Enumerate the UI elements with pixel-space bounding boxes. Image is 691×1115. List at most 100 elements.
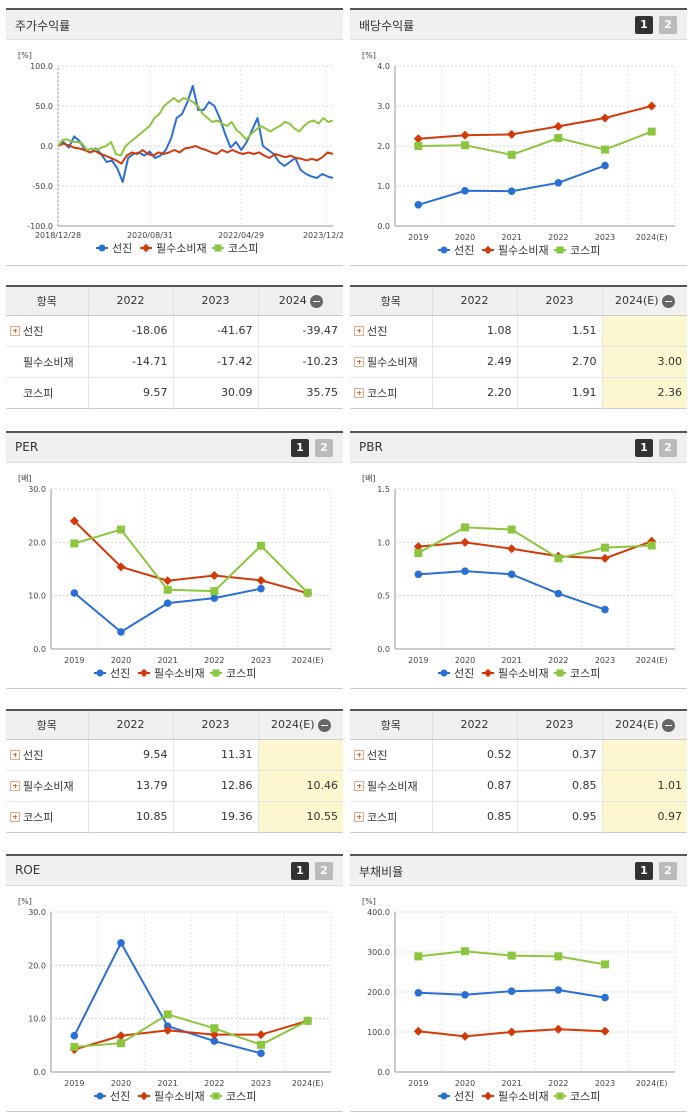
legend-label: 코스피 bbox=[226, 667, 256, 680]
collapse-icon[interactable] bbox=[661, 718, 675, 732]
column-header-label: 2023 bbox=[545, 294, 574, 308]
data-point-pilsu bbox=[460, 537, 470, 547]
y-tick-label: 300.0 bbox=[367, 948, 390, 957]
table-row: 필수소비재 0.87 0.85 1.01 bbox=[350, 770, 687, 802]
row-label: 선진 bbox=[23, 324, 44, 338]
data-point-seonjin bbox=[554, 179, 563, 187]
collapse-icon[interactable] bbox=[661, 294, 675, 308]
value-cell: -14.71 bbox=[87, 346, 173, 378]
x-tick-label: 2021 bbox=[501, 233, 521, 242]
page-1-button[interactable]: 1 bbox=[291, 439, 309, 457]
value-cell: 1.51 bbox=[516, 315, 602, 347]
data-point-pilsu bbox=[553, 121, 563, 131]
pagination: 1 2 bbox=[635, 16, 677, 34]
legend-item-seonjin: 선진 bbox=[438, 244, 474, 257]
column-header: 2024(E) bbox=[257, 710, 343, 740]
expand-icon[interactable] bbox=[10, 749, 20, 760]
row-label: 필수소비재 bbox=[23, 779, 74, 793]
value-cell bbox=[257, 739, 343, 771]
value-cell bbox=[601, 315, 687, 347]
value-cell: 0.52 bbox=[431, 739, 517, 771]
legend-label: 코스피 bbox=[226, 1090, 256, 1103]
value-cell: 35.75 bbox=[257, 377, 343, 408]
x-tick-label: 2021 bbox=[501, 1079, 521, 1088]
legend-item-seonjin: 선진 bbox=[438, 1090, 474, 1103]
per-chart: [배] 30.0 20.0 10.0 0.0 2019 2020 2021 2022 2023 20… bbox=[18, 474, 332, 680]
value-cell: -41.67 bbox=[172, 315, 258, 347]
data-point-seonjin bbox=[163, 599, 172, 607]
dividend-yield-table: 항목 2022 2023 2024(E) 선진 1.08 1.51 필수소비재 2.49 2.70… bbox=[350, 285, 687, 409]
row-label-cell: 코스피 bbox=[350, 377, 432, 408]
data-point-seonjin bbox=[461, 567, 469, 575]
column-header: 2022 bbox=[431, 710, 517, 740]
table-row: 선진 9.54 11.31 bbox=[6, 739, 343, 771]
panel-header: ROE 1 2 bbox=[6, 856, 343, 886]
expand-icon[interactable] bbox=[354, 811, 364, 822]
collapse-icon[interactable] bbox=[317, 718, 331, 732]
roe-panel: ROE 1 2 [%] 30.0 20.0 10.0 0.0 2019 2020 2021 20… bbox=[6, 854, 343, 1112]
value-cell: 0.97 bbox=[601, 801, 687, 832]
legend-marker bbox=[139, 1091, 149, 1101]
data-point-kospi bbox=[303, 1016, 312, 1025]
value-cell: 30.09 bbox=[172, 377, 258, 408]
data-point-kospi bbox=[414, 549, 423, 557]
y-tick-label: 30.0 bbox=[28, 485, 46, 494]
column-header: 항목 bbox=[350, 286, 432, 316]
row-label-cell: 선진 bbox=[350, 739, 432, 771]
column-header-label: 2024 bbox=[278, 294, 307, 307]
data-point-pilsu bbox=[256, 1030, 266, 1040]
data-point-kospi bbox=[647, 541, 656, 550]
data-point-kospi bbox=[554, 952, 563, 961]
expand-icon[interactable] bbox=[354, 780, 364, 791]
row-label: 필수소비재 bbox=[367, 355, 418, 369]
column-header-label: 2022 bbox=[116, 718, 145, 732]
x-tick-label: 2020 bbox=[455, 233, 475, 242]
column-header-label: 항목 bbox=[36, 718, 57, 732]
data-point-kospi bbox=[163, 1010, 172, 1019]
x-tick-label: 2023/12/28 bbox=[303, 231, 343, 240]
pagination: 1 2 bbox=[291, 862, 333, 880]
expand-icon[interactable] bbox=[10, 325, 20, 336]
x-tick-label: 2024(E) bbox=[636, 1079, 668, 1088]
page-1-button[interactable]: 1 bbox=[291, 862, 309, 880]
page-2-button[interactable]: 2 bbox=[315, 862, 333, 880]
stock-return-panel: 주가수익률 [%] 100.0 50.0 0.0 -50.0 -100.0 2018/12/… bbox=[6, 8, 343, 266]
debt-ratio-chart: [%] 400.0 300.0 200.0 100.0 0.0 2019 2020 2021 20… bbox=[362, 897, 676, 1103]
page-2-button[interactable]: 2 bbox=[315, 439, 333, 457]
page-2-button[interactable]: 2 bbox=[659, 16, 677, 34]
row-label-cell: 필수소비재 bbox=[6, 770, 88, 802]
series-line-pilsu bbox=[74, 1019, 308, 1051]
dividend-yield-panel: 배당수익률 1 2 [%] 4.0 3.0 2.0 1.0 0.0 2019 2020 2021… bbox=[350, 8, 687, 266]
table-row: 선진 1.08 1.51 bbox=[350, 315, 687, 347]
data-point-kospi bbox=[257, 541, 265, 550]
expand-icon[interactable] bbox=[354, 387, 364, 398]
data-point-kospi bbox=[414, 952, 423, 961]
x-tick-label: 2022 bbox=[548, 1079, 568, 1088]
data-point-pilsu bbox=[460, 130, 470, 140]
y-unit-label: [%] bbox=[18, 51, 32, 60]
collapse-icon[interactable] bbox=[309, 294, 323, 308]
panel-title: 배당수익률 bbox=[359, 19, 415, 33]
row-label: 필수소비재 bbox=[367, 779, 418, 793]
page-1-button[interactable]: 1 bbox=[635, 439, 653, 457]
y-tick-label: 0.0 bbox=[377, 645, 390, 654]
page-2-button[interactable]: 2 bbox=[659, 862, 677, 880]
pagination: 1 2 bbox=[291, 439, 333, 457]
row-label-cell: 코스피 bbox=[6, 377, 88, 408]
page-2-button[interactable]: 2 bbox=[659, 439, 677, 457]
legend-item-kospi: 코스피 bbox=[212, 242, 258, 255]
expand-icon[interactable] bbox=[10, 811, 20, 822]
data-point-kospi bbox=[647, 127, 656, 136]
expand-icon[interactable] bbox=[354, 749, 364, 760]
table-row: 필수소비재 13.79 12.86 10.46 bbox=[6, 770, 343, 802]
page-1-button[interactable]: 1 bbox=[635, 16, 653, 34]
expand-icon[interactable] bbox=[10, 780, 20, 791]
expand-icon[interactable] bbox=[354, 356, 364, 367]
expand-icon[interactable] bbox=[354, 325, 364, 336]
page-1-button[interactable]: 1 bbox=[635, 862, 653, 880]
row-label-cell: 필수소비재 bbox=[350, 346, 432, 378]
panel-title: PBR bbox=[359, 440, 383, 454]
legend-label: 선진 bbox=[112, 242, 132, 255]
data-point-pilsu bbox=[413, 134, 423, 144]
value-cell: 9.57 bbox=[87, 377, 173, 408]
